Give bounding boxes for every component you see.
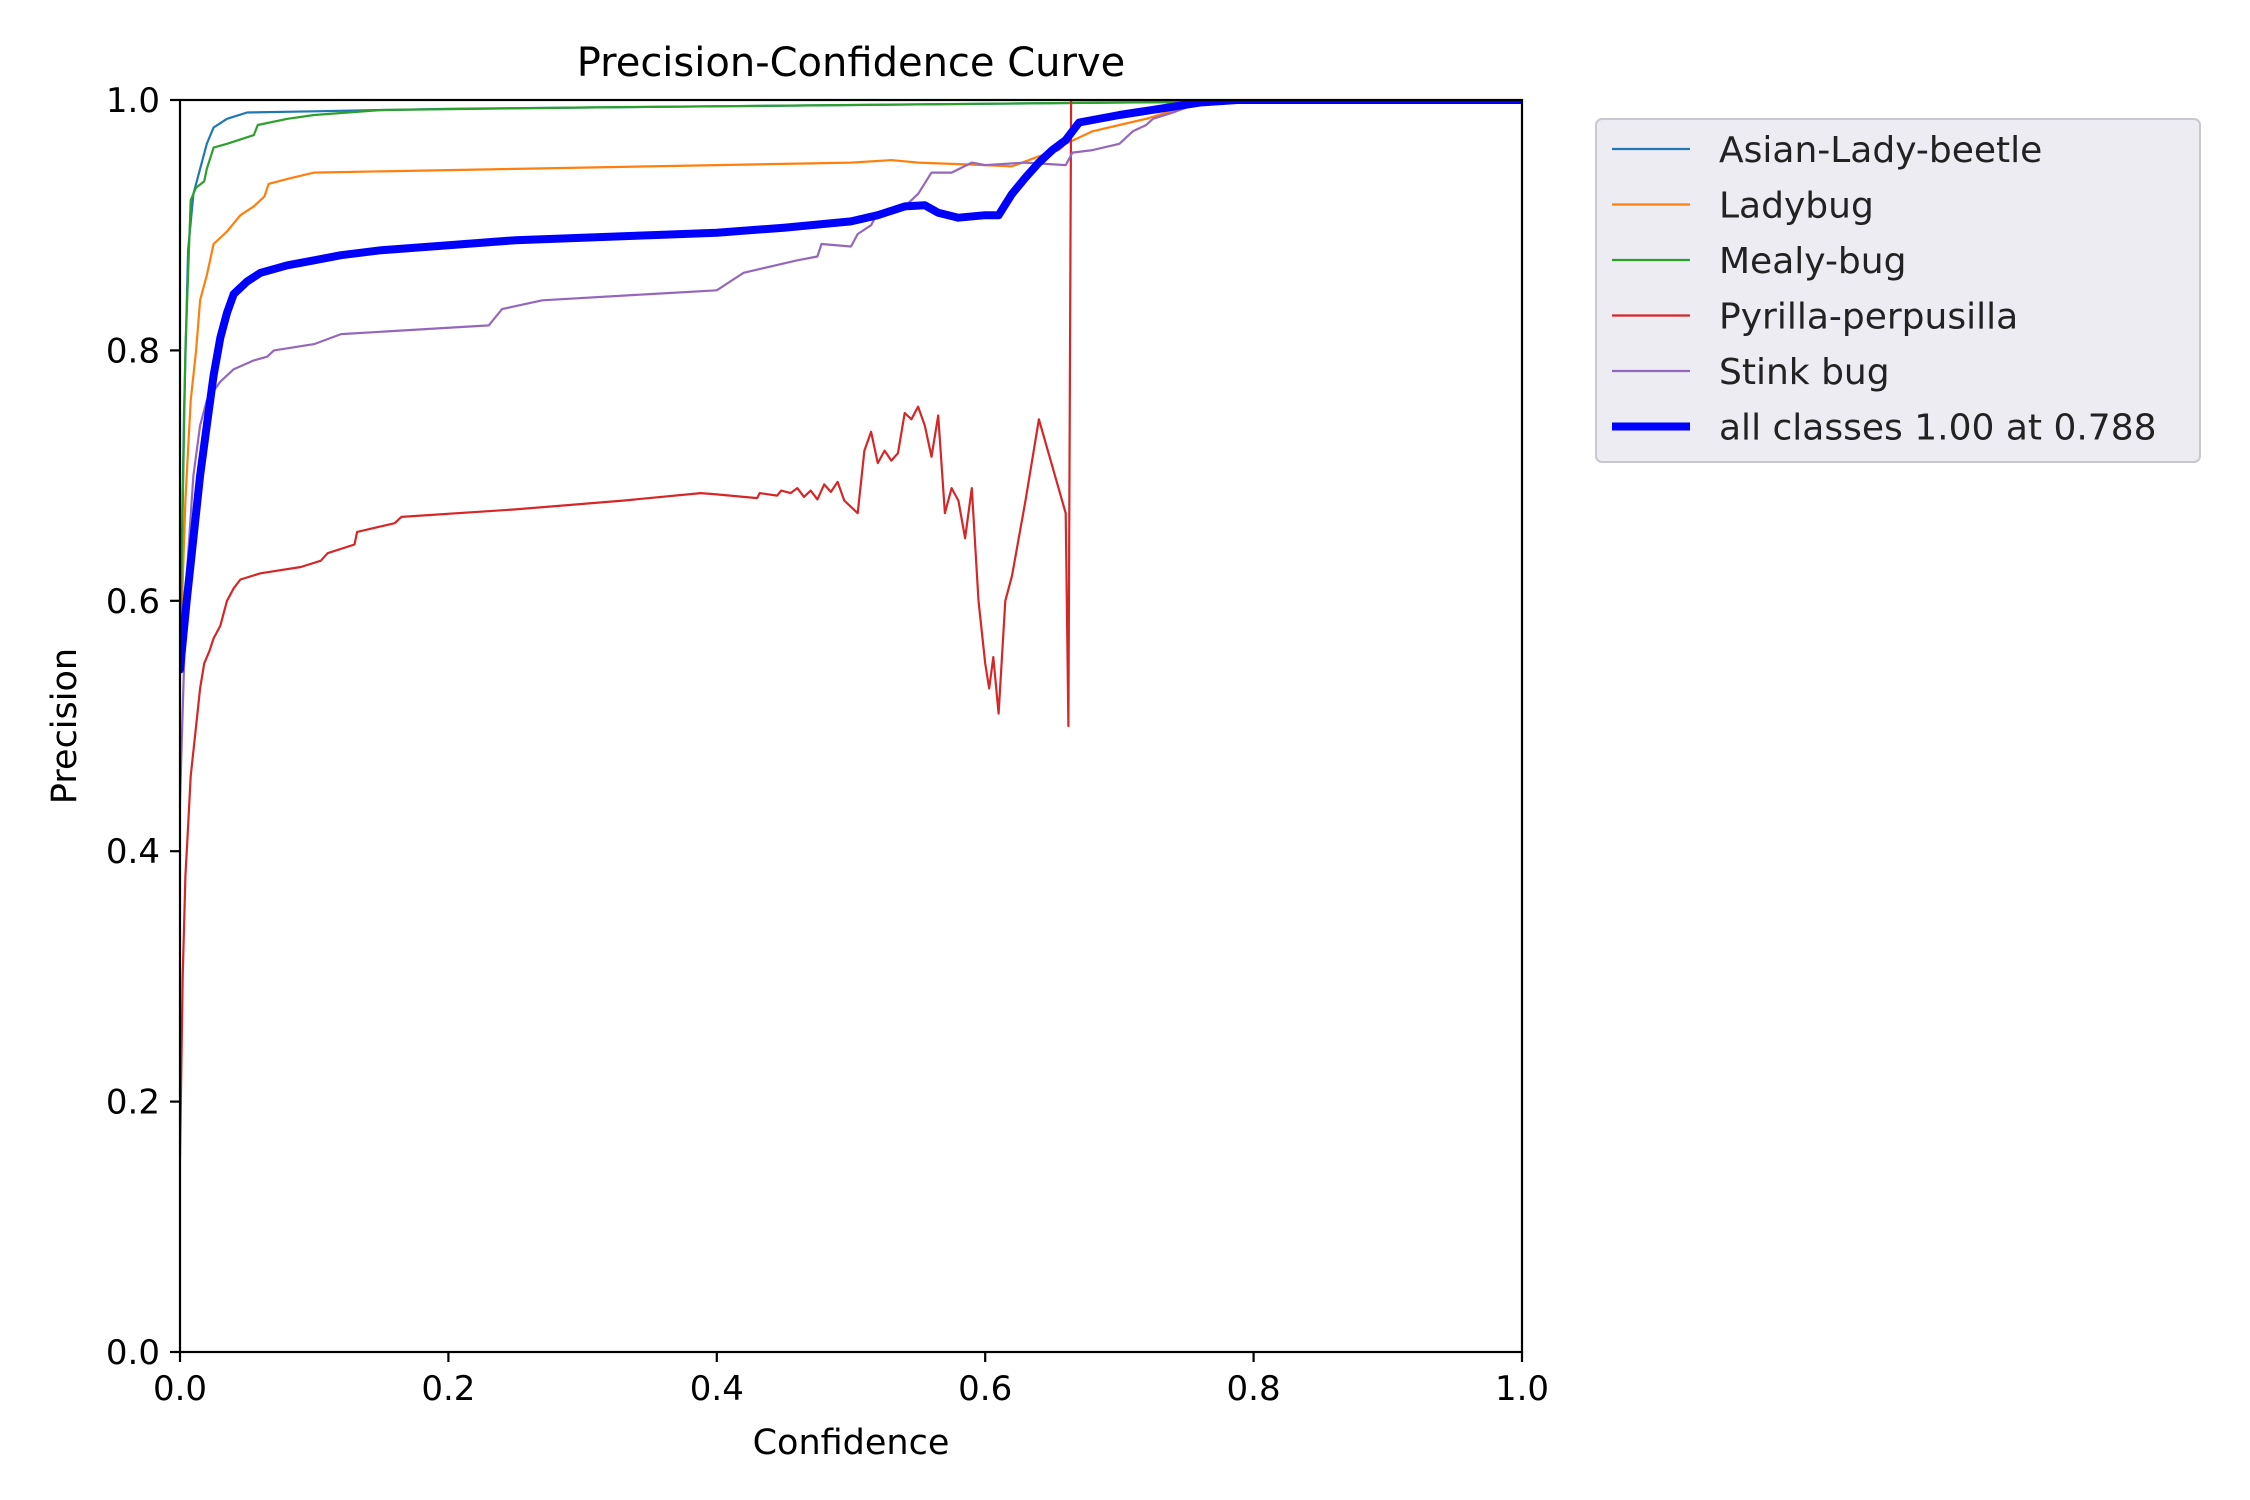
y-tick-label: 0.8 — [106, 331, 160, 371]
y-tick-label: 1.0 — [106, 81, 160, 121]
series-line-3 — [180, 100, 1522, 1159]
legend-label-5: all classes 1.00 at 0.788 — [1719, 408, 2157, 449]
series-layer — [180, 100, 1522, 1159]
x-tick-label: 0.6 — [958, 1369, 1012, 1409]
legend-label-2: Mealy-bug — [1719, 241, 1906, 282]
series-line-2 — [180, 100, 1522, 665]
legend-label-3: Pyrilla-perpusilla — [1719, 297, 2018, 338]
x-tick-label: 1.0 — [1495, 1369, 1549, 1409]
x-axis: 0.0 0.2 0.4 0.6 0.8 1.0 — [153, 1352, 1549, 1409]
x-tick-label: 0.2 — [421, 1369, 475, 1409]
chart-title: Precision-Confidence Curve — [577, 40, 1126, 86]
legend-label-0: Asian-Lady-beetle — [1719, 130, 2042, 171]
y-tick-label: 0.4 — [106, 832, 160, 872]
legend-box — [1595, 118, 2201, 463]
y-tick-label: 0.2 — [106, 1083, 160, 1123]
legend-label-4: Stink bug — [1719, 352, 1890, 393]
plot-frame — [178, 98, 1524, 1354]
y-tick-label: 0.0 — [106, 1333, 160, 1373]
x-tick-label: 0.8 — [1227, 1369, 1281, 1409]
y-tick-label: 0.6 — [106, 582, 160, 622]
legend-label-1: Ladybug — [1719, 186, 1874, 227]
x-tick-label: 0.4 — [690, 1369, 744, 1409]
x-tick-label: 0.0 — [153, 1369, 207, 1409]
legend: Asian-Lady-beetle Ladybug Mealy-bug Pyrilla… — [1595, 118, 2201, 463]
y-axis-label: Precision — [45, 648, 85, 804]
x-axis-label: Confidence — [753, 1423, 950, 1463]
series-line-1 — [180, 100, 1522, 665]
y-axis: 0.0 0.2 0.4 0.6 0.8 1.0 — [106, 81, 180, 1373]
series-line-5 — [180, 100, 1522, 674]
series-line-4 — [180, 100, 1522, 803]
